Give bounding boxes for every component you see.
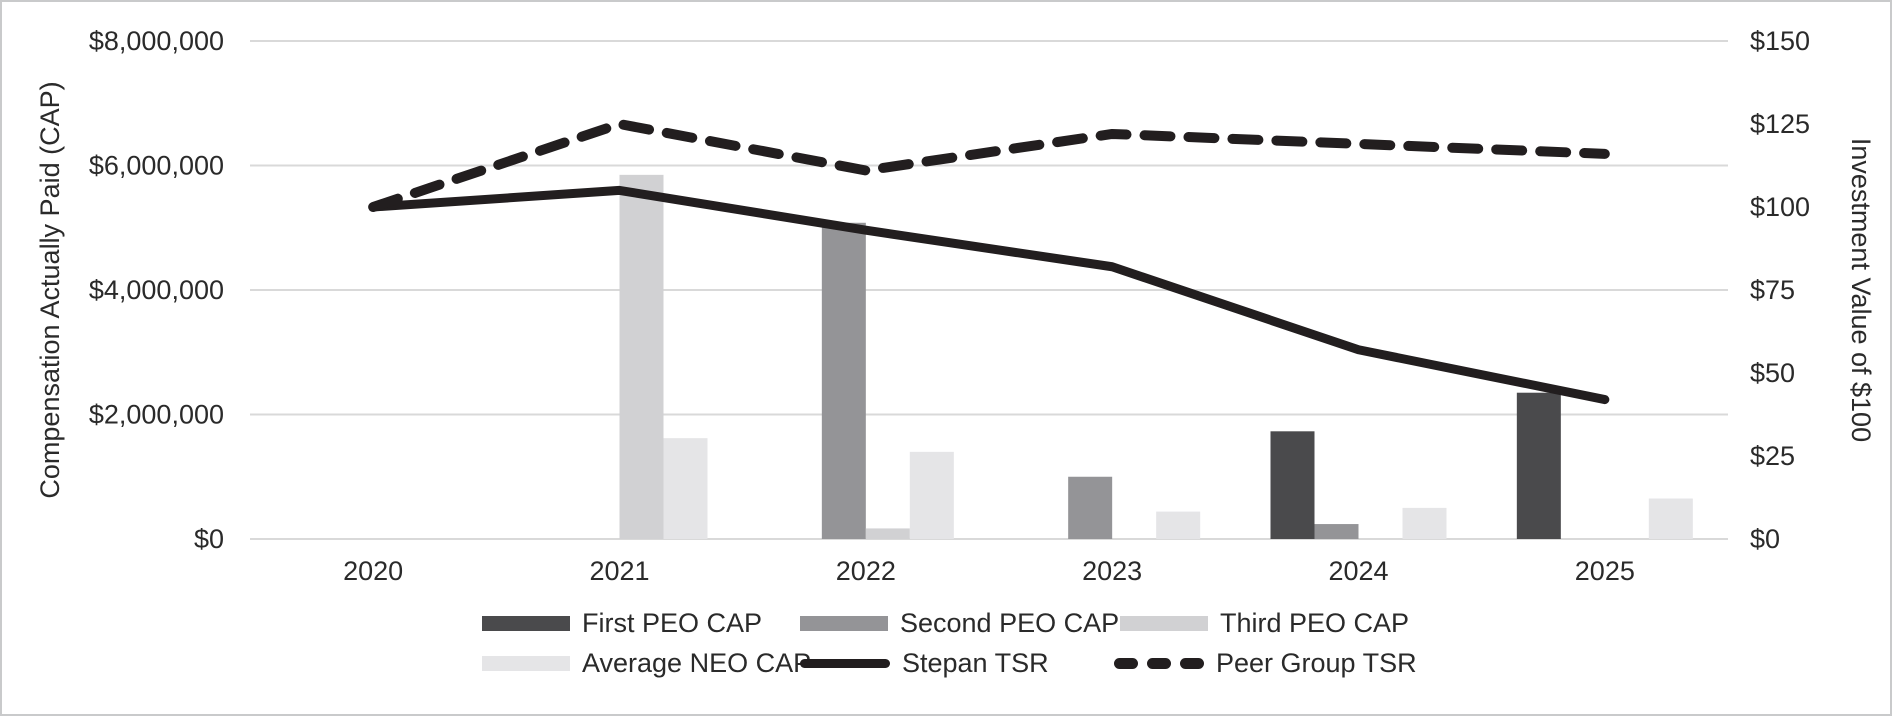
bar-average-neo-cap (1648, 498, 1693, 539)
category-label: 2022 (836, 556, 896, 586)
bar-average-neo-cap (1402, 507, 1447, 539)
bar-average-neo-cap (1156, 511, 1201, 539)
right-axis-title: Investment Value of $100 (1846, 138, 1876, 442)
category-label: 2025 (1575, 556, 1635, 586)
left-axis-tick-label: $8,000,000 (89, 26, 224, 56)
category-label: 2020 (343, 556, 403, 586)
bar-average-neo-cap (663, 438, 708, 539)
right-axis-tick-label: $25 (1750, 441, 1795, 471)
category-label: 2021 (589, 556, 649, 586)
category-label: 2024 (1328, 556, 1388, 586)
left-axis-tick-label: $4,000,000 (89, 275, 224, 305)
left-axis-title: Compensation Actually Paid (CAP) (35, 81, 65, 498)
left-axis-tick-label: $0 (194, 524, 224, 554)
bar-first-peo-cap (1270, 431, 1315, 539)
bar-second-peo-cap (1314, 524, 1359, 539)
bar-third-peo-cap (619, 174, 664, 539)
category-label: 2023 (1082, 556, 1142, 586)
right-axis-tick-label: $125 (1750, 109, 1810, 139)
bar-second-peo-cap (1068, 476, 1113, 539)
right-axis-tick-label: $100 (1750, 192, 1810, 222)
left-axis-tick-label: $6,000,000 (89, 151, 224, 181)
right-axis-tick-label: $75 (1750, 275, 1795, 305)
right-axis-tick-label: $0 (1750, 524, 1780, 554)
bar-average-neo-cap (909, 451, 954, 539)
right-axis-tick-label: $50 (1750, 358, 1795, 388)
bar-first-peo-cap (1516, 392, 1561, 539)
left-axis-tick-label: $2,000,000 (89, 400, 224, 430)
right-axis-tick-label: $150 (1750, 26, 1810, 56)
stepan-tsr-line (368, 185, 1610, 405)
bar-second-peo-cap (821, 222, 866, 539)
bar-third-peo-cap (865, 528, 910, 539)
peer-group-tsr-line (368, 119, 1610, 212)
